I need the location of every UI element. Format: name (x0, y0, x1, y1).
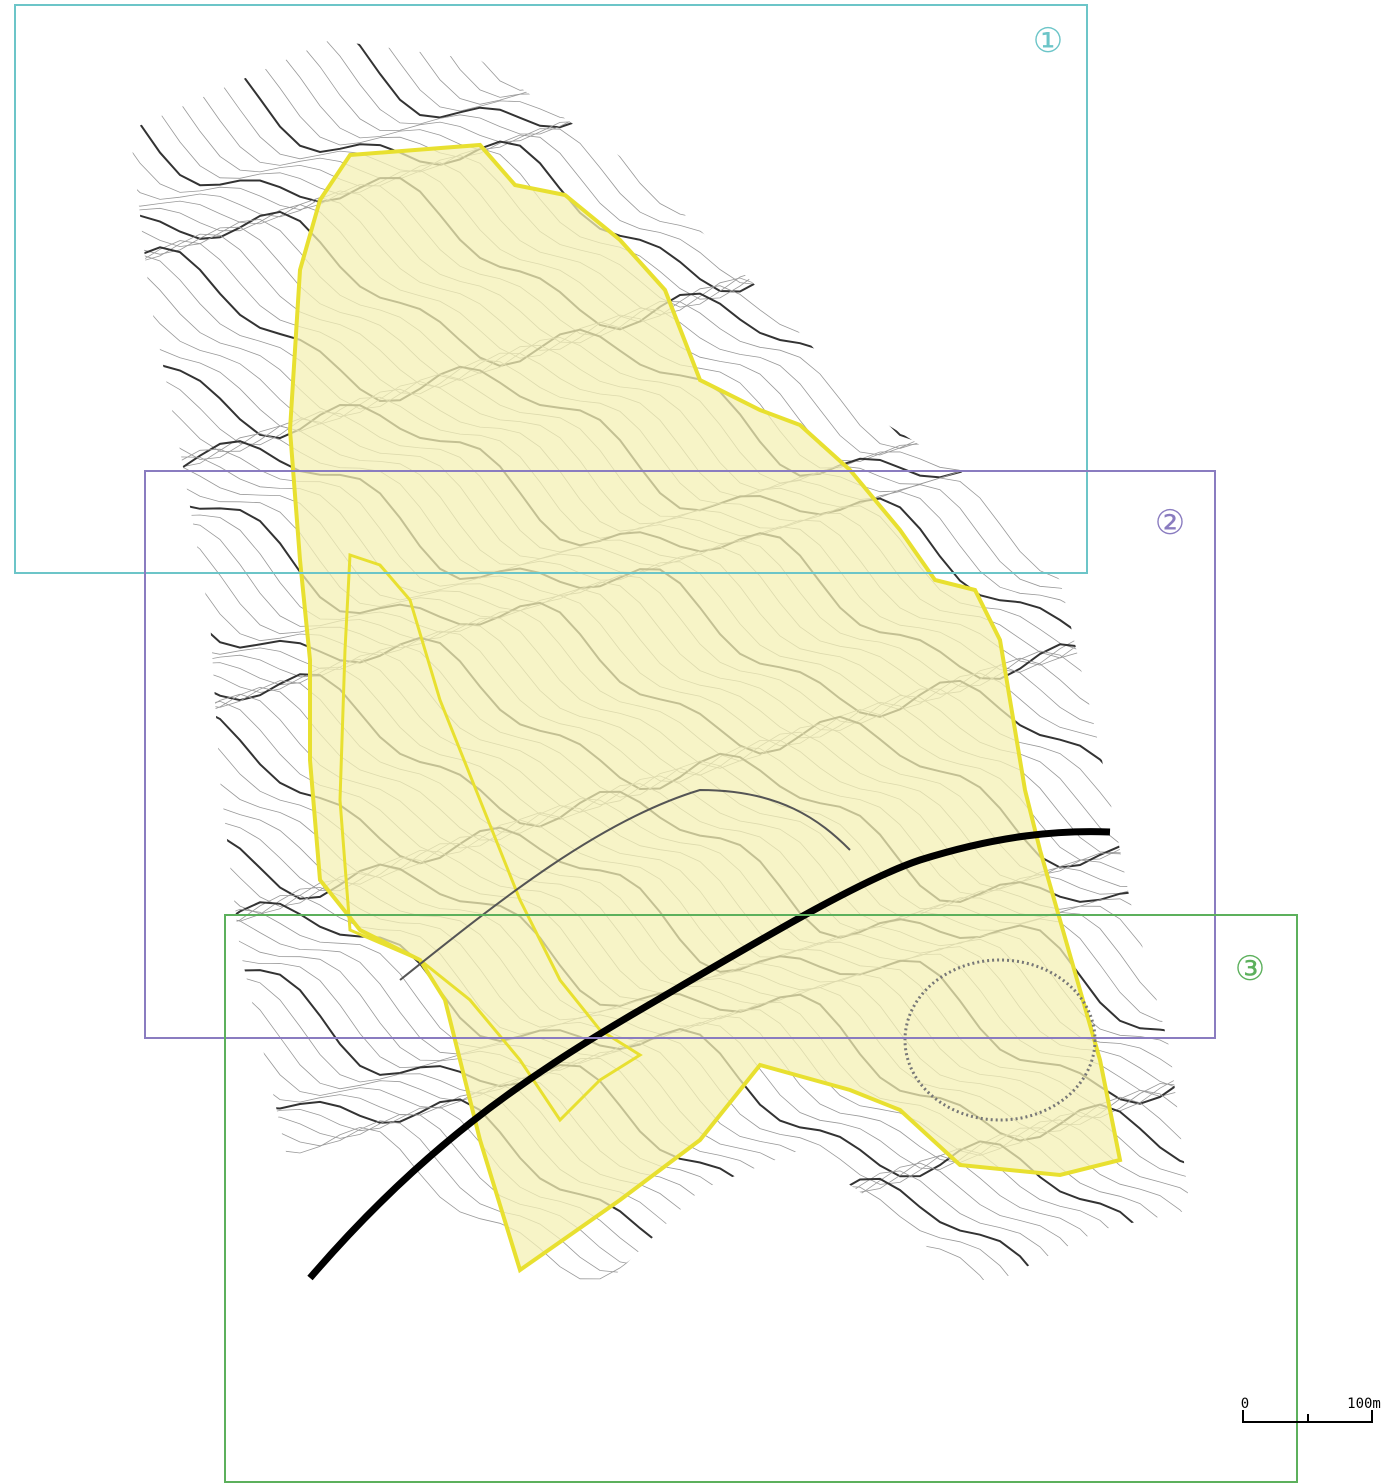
region-frame (14, 4, 1088, 574)
scale-line (1242, 1410, 1373, 1423)
region-label: ② (1155, 503, 1185, 543)
region-label: ① (1033, 21, 1063, 61)
region-frame (224, 914, 1298, 1483)
site-boundary (287, 142, 1123, 1274)
scale-bar: 0 100m (1241, 1396, 1381, 1423)
scale-label: 100m (1347, 1396, 1381, 1412)
track (903, 958, 1097, 1122)
region-label: ③ (1235, 949, 1265, 989)
region-frame (144, 470, 1216, 1039)
inner-boundary (338, 552, 643, 1123)
scale-label: 0 (1241, 1396, 1249, 1412)
road (307, 828, 1111, 1281)
